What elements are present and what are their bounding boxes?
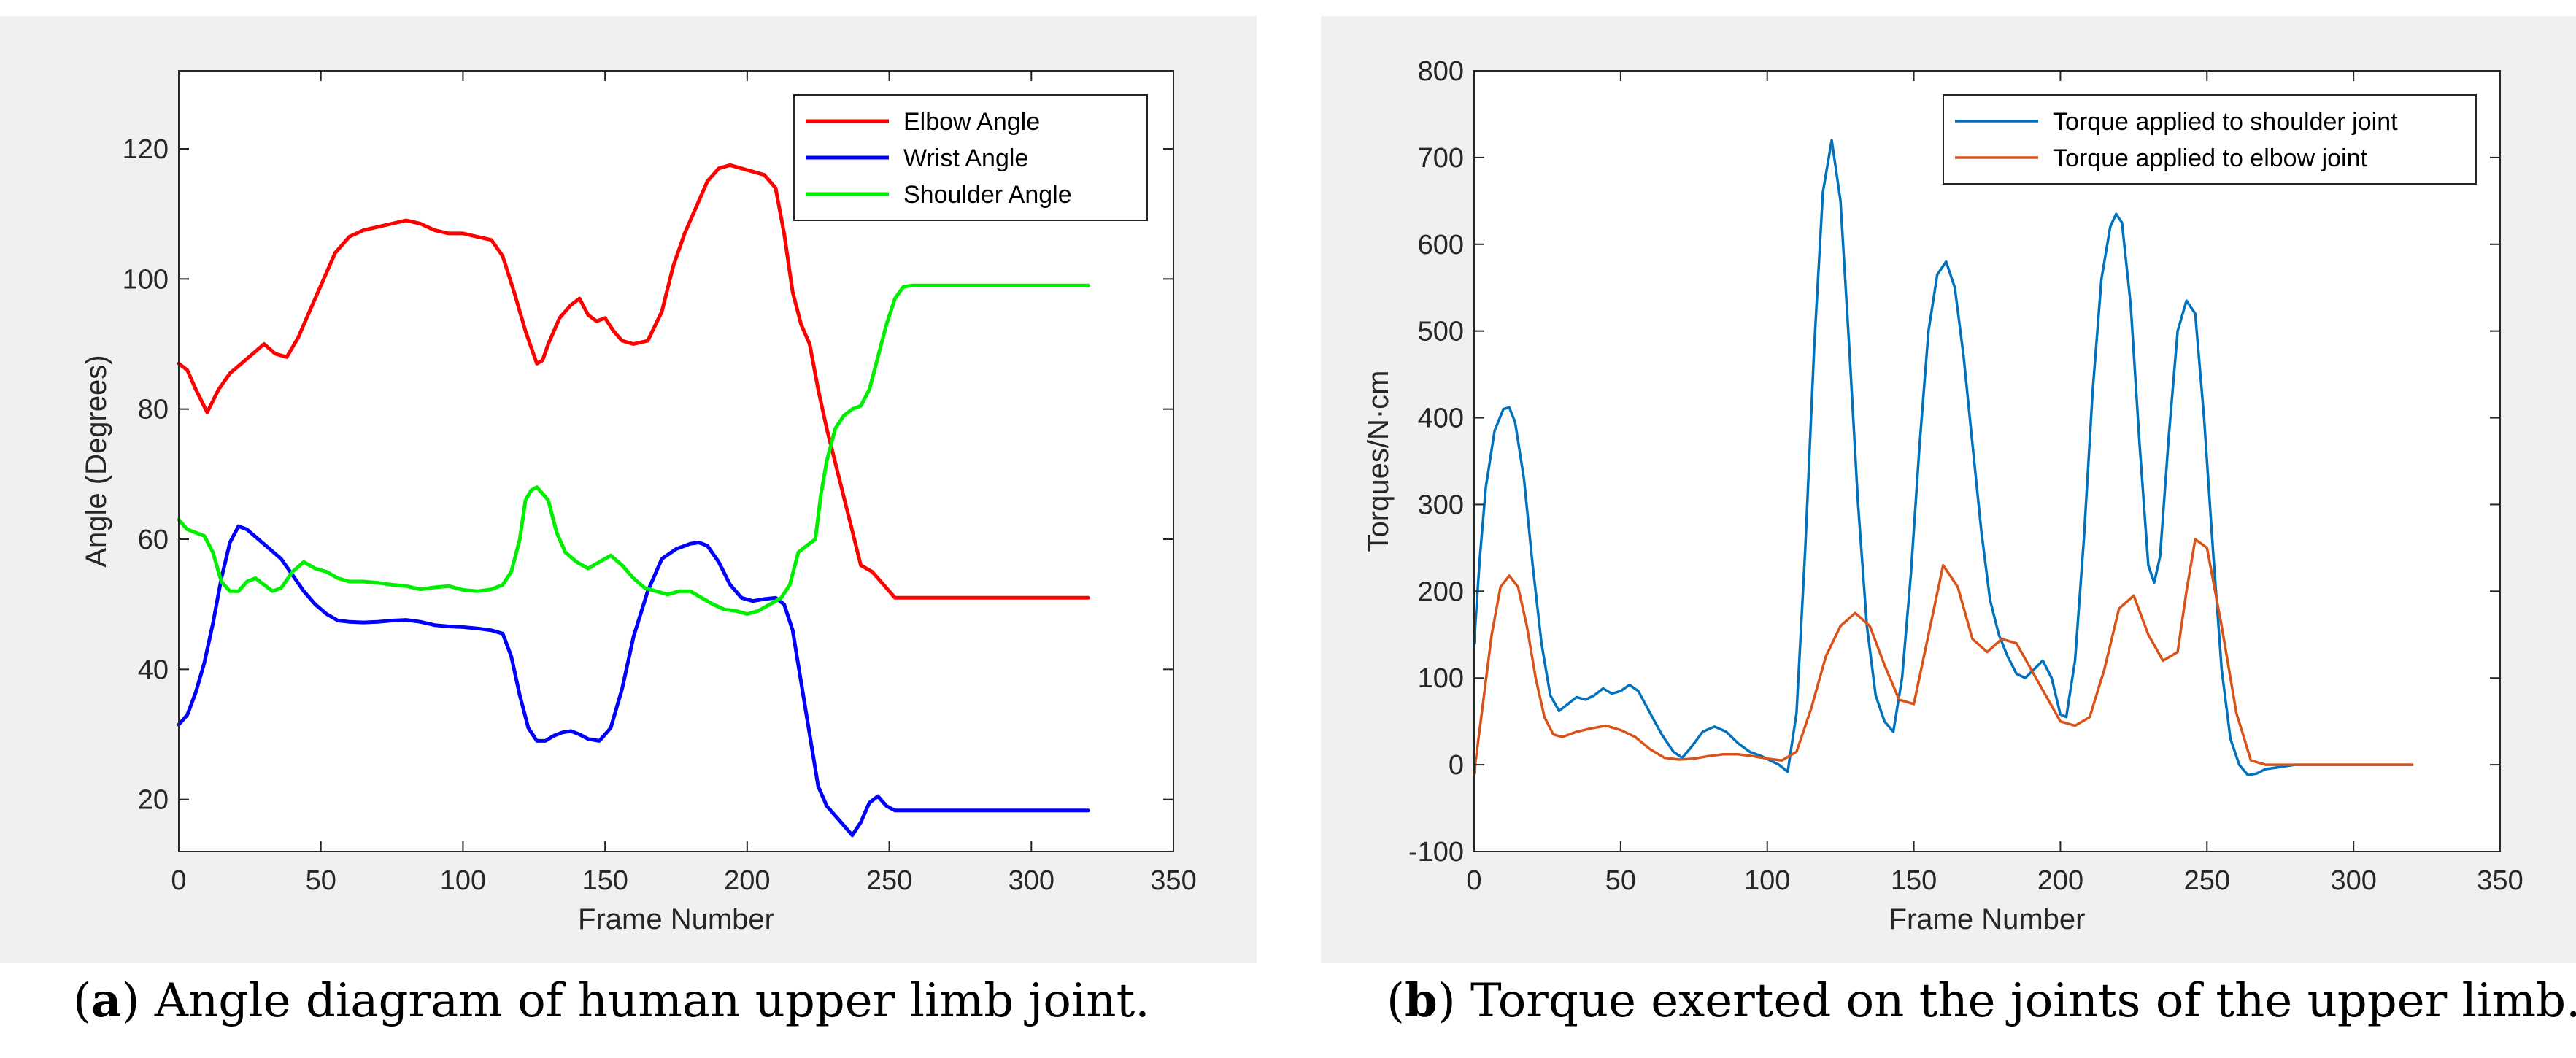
legend-label: Torque applied to elbow joint <box>2053 144 2368 172</box>
axes-box <box>1473 70 2501 852</box>
y-tick-label: 20 <box>138 785 169 816</box>
x-tick-label: 350 <box>2477 865 2523 896</box>
legend-label: Wrist Angle <box>903 144 1028 172</box>
y-axis-label: Angle (Degrees) <box>80 355 112 567</box>
series-line-torque-applied-to-shoulder-joint <box>1473 139 2414 777</box>
caption-b-letter: b <box>1404 973 1438 1028</box>
x-tick-label: 300 <box>2330 865 2376 896</box>
x-tick-label: 150 <box>1891 865 1937 896</box>
panel-b: 0 50 100 150 200 250 300 350 -100 0 100 200 300 400 50… <box>1321 16 2576 963</box>
legend-label: Shoulder Angle <box>903 181 1072 209</box>
x-tick-label: 200 <box>2037 865 2083 896</box>
y-tick-label: 200 <box>1418 576 1464 607</box>
x-tick-label: 300 <box>1009 865 1054 896</box>
x-tick-label: 350 <box>1150 865 1196 896</box>
legend-label: Elbow Angle <box>903 108 1040 136</box>
legend-label: Torque applied to shoulder joint <box>2053 108 2398 136</box>
x-tick-label: 50 <box>306 865 336 896</box>
x-tick-label: 0 <box>1466 865 1481 896</box>
y-tick-label: 60 <box>138 525 169 555</box>
legend-box <box>1943 94 2477 185</box>
y-tick-label: 600 <box>1418 230 1464 260</box>
caption-a-letter: a <box>90 973 122 1028</box>
x-tick-label: 150 <box>582 865 628 896</box>
chart-a: 0 50 100 150 200 250 300 350 20 40 60 80 100 120 Frame… <box>80 70 1197 935</box>
y-tick-label: 700 <box>1418 143 1464 174</box>
caption-a: (a) Angle diagram of human upper limb jo… <box>73 973 1150 1028</box>
y-tick-label: 40 <box>138 655 169 685</box>
y-tick-label: 400 <box>1418 403 1464 434</box>
x-tick-label: 50 <box>1605 865 1636 896</box>
y-tick-label: 800 <box>1418 56 1464 87</box>
y-tick-label: 120 <box>123 134 169 165</box>
axes-box <box>178 70 1174 852</box>
y-tick-label: 100 <box>1418 663 1464 694</box>
y-tick-label: 0 <box>1449 750 1464 781</box>
x-tick-label: 250 <box>866 865 912 896</box>
caption-a-text: Angle diagram of human upper limb joint. <box>139 974 1150 1028</box>
y-tick-label: 300 <box>1418 490 1464 520</box>
y-tick-label: 80 <box>138 395 169 425</box>
series-line-shoulder-angle <box>177 283 1090 616</box>
y-tick-label: 100 <box>123 264 169 295</box>
y-tick-label: -100 <box>1408 837 1464 868</box>
plot-area <box>1474 71 2500 852</box>
x-tick-label: 250 <box>2184 865 2230 896</box>
series-line-wrist-angle <box>177 524 1090 838</box>
chart-b: 0 50 100 150 200 250 300 350-100010020030040050… <box>1362 56 2523 935</box>
y-tick-label: 500 <box>1418 317 1464 347</box>
series-line-torque-applied-to-elbow-joint <box>1473 538 2414 775</box>
y-axis-label: Torques/N·cm <box>1362 371 1395 552</box>
x-axis-label: Frame Number <box>1889 903 2086 935</box>
x-tick-label: 0 <box>171 865 186 896</box>
caption-b-text: Torque exerted on the joints of the uppe… <box>1455 974 2576 1028</box>
x-tick-label: 100 <box>440 865 486 896</box>
x-axis-label: Frame Number <box>578 903 774 935</box>
caption-b: (b) Torque exerted on the joints of the … <box>1387 973 2576 1028</box>
panel-a: 0 50 100 150 200 250 300 350 20 40 60 80 100 120 Frame… <box>0 16 1257 963</box>
series-line-elbow-angle <box>177 163 1090 600</box>
x-tick-label: 100 <box>1744 865 1790 896</box>
legend-box <box>793 94 1148 221</box>
x-tick-label: 200 <box>724 865 770 896</box>
